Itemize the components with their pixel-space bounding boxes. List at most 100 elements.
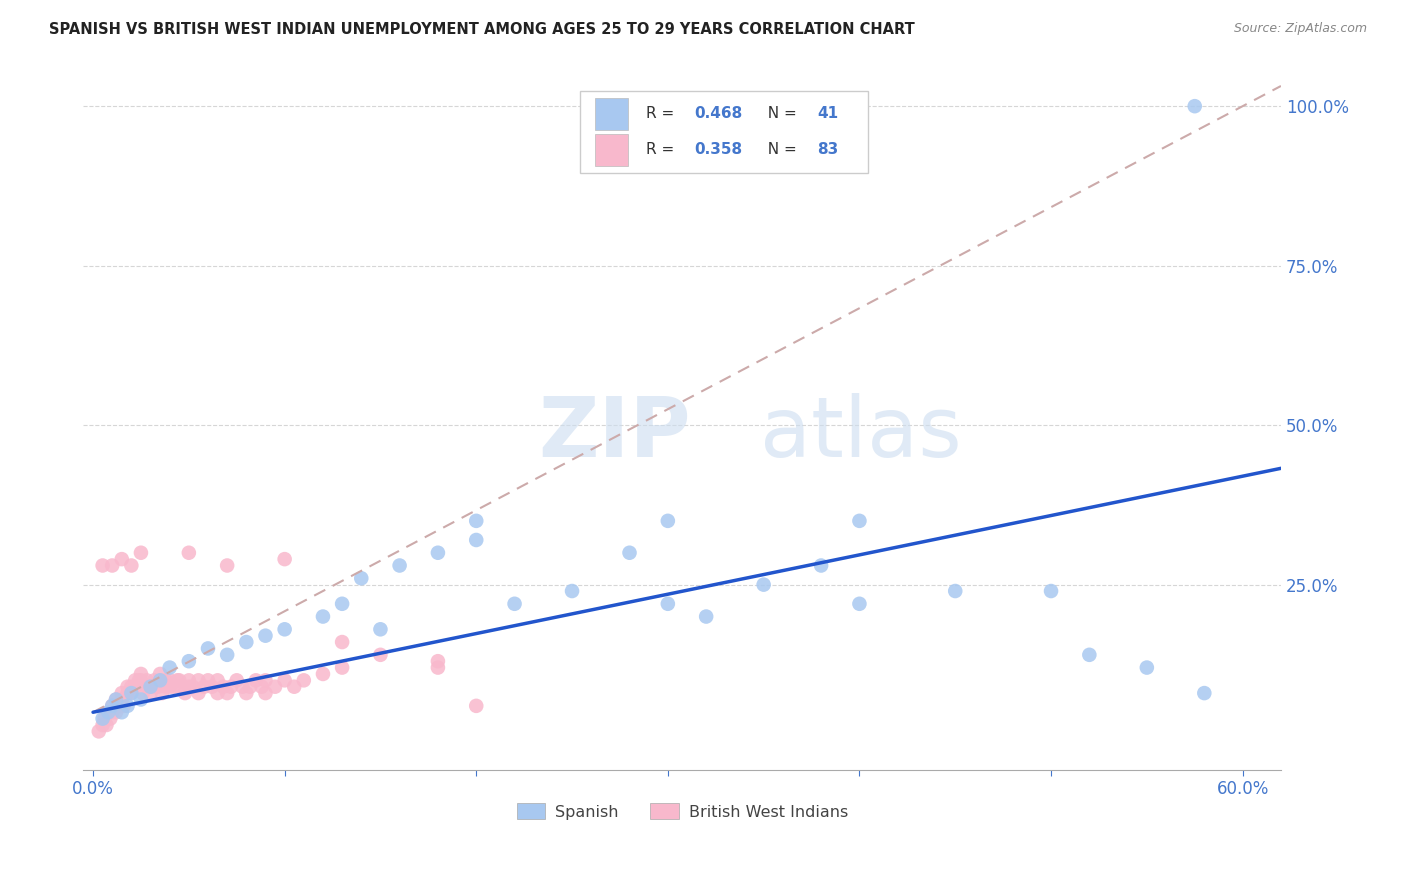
Point [101, 698, 124, 713]
Point [167, 673, 190, 688]
FancyBboxPatch shape [581, 91, 868, 173]
Point [465, 514, 488, 528]
Point [124, 680, 146, 694]
Point [135, 680, 157, 694]
Point [848, 597, 870, 611]
Point [112, 698, 135, 713]
Point [139, 680, 162, 694]
Point [91, 718, 114, 732]
Point [217, 648, 239, 662]
Point [143, 673, 166, 688]
Point [111, 552, 134, 566]
Point [148, 680, 170, 694]
Point [503, 597, 526, 611]
Text: SPANISH VS BRITISH WEST INDIAN UNEMPLOYMENT AMONG AGES 25 TO 29 YEARS CORRELATIO: SPANISH VS BRITISH WEST INDIAN UNEMPLOYM… [49, 22, 915, 37]
Text: 83: 83 [817, 142, 839, 157]
Text: N =: N = [758, 142, 801, 157]
Point [370, 648, 392, 662]
Point [97, 705, 120, 719]
Point [132, 686, 155, 700]
Point [139, 680, 162, 694]
Point [426, 546, 449, 560]
Text: atlas: atlas [761, 393, 962, 475]
Point [1078, 648, 1101, 662]
Point [217, 558, 239, 573]
Point [273, 673, 295, 688]
Point [695, 609, 717, 624]
Point [96, 718, 118, 732]
Point [177, 673, 200, 688]
Point [129, 673, 152, 688]
Point [219, 680, 242, 694]
Point [283, 680, 305, 694]
Point [135, 673, 157, 688]
Point [120, 680, 142, 694]
Point [124, 673, 146, 688]
Point [117, 680, 139, 694]
Point [162, 680, 184, 694]
Point [197, 673, 219, 688]
Point [292, 673, 315, 688]
Point [254, 686, 277, 700]
Point [561, 584, 583, 599]
Bar [595, 134, 628, 166]
Point [245, 673, 267, 688]
Point [129, 546, 152, 560]
Point [167, 680, 190, 694]
Point [225, 673, 247, 688]
Point [91, 712, 114, 726]
Point [166, 673, 188, 688]
Point [231, 680, 253, 694]
Text: R =: R = [647, 106, 679, 121]
Point [174, 686, 197, 700]
Point [177, 546, 200, 560]
Point [254, 629, 277, 643]
Point [350, 571, 373, 585]
Point [155, 680, 177, 694]
Point [235, 635, 257, 649]
Point [273, 552, 295, 566]
Point [187, 673, 209, 688]
Point [105, 705, 128, 719]
Point [810, 558, 832, 573]
Point [943, 584, 966, 599]
Point [117, 686, 139, 700]
Point [1184, 99, 1206, 113]
Point [207, 673, 229, 688]
Text: N =: N = [758, 106, 801, 121]
Point [848, 514, 870, 528]
Point [312, 667, 335, 681]
Point [101, 698, 124, 713]
Text: Source: ZipAtlas.com: Source: ZipAtlas.com [1233, 22, 1367, 36]
Point [752, 577, 775, 591]
Point [273, 622, 295, 636]
Point [159, 680, 181, 694]
Point [111, 686, 134, 700]
Point [111, 705, 134, 719]
Point [388, 558, 411, 573]
Point [128, 673, 150, 688]
Point [330, 597, 353, 611]
Point [177, 680, 200, 694]
Point [330, 635, 353, 649]
Point [465, 698, 488, 713]
Point [207, 686, 229, 700]
Point [97, 705, 120, 719]
Point [120, 686, 142, 700]
Point [201, 680, 224, 694]
Point [101, 558, 124, 573]
Point [619, 546, 641, 560]
Point [330, 660, 353, 674]
Point [108, 698, 131, 713]
Point [465, 533, 488, 547]
Point [426, 654, 449, 668]
Point [239, 680, 262, 694]
Point [139, 686, 162, 700]
Point [105, 692, 128, 706]
Text: 0.468: 0.468 [695, 106, 742, 121]
Point [193, 680, 215, 694]
Point [149, 673, 172, 688]
Point [181, 680, 204, 694]
Point [91, 558, 114, 573]
Point [105, 692, 128, 706]
